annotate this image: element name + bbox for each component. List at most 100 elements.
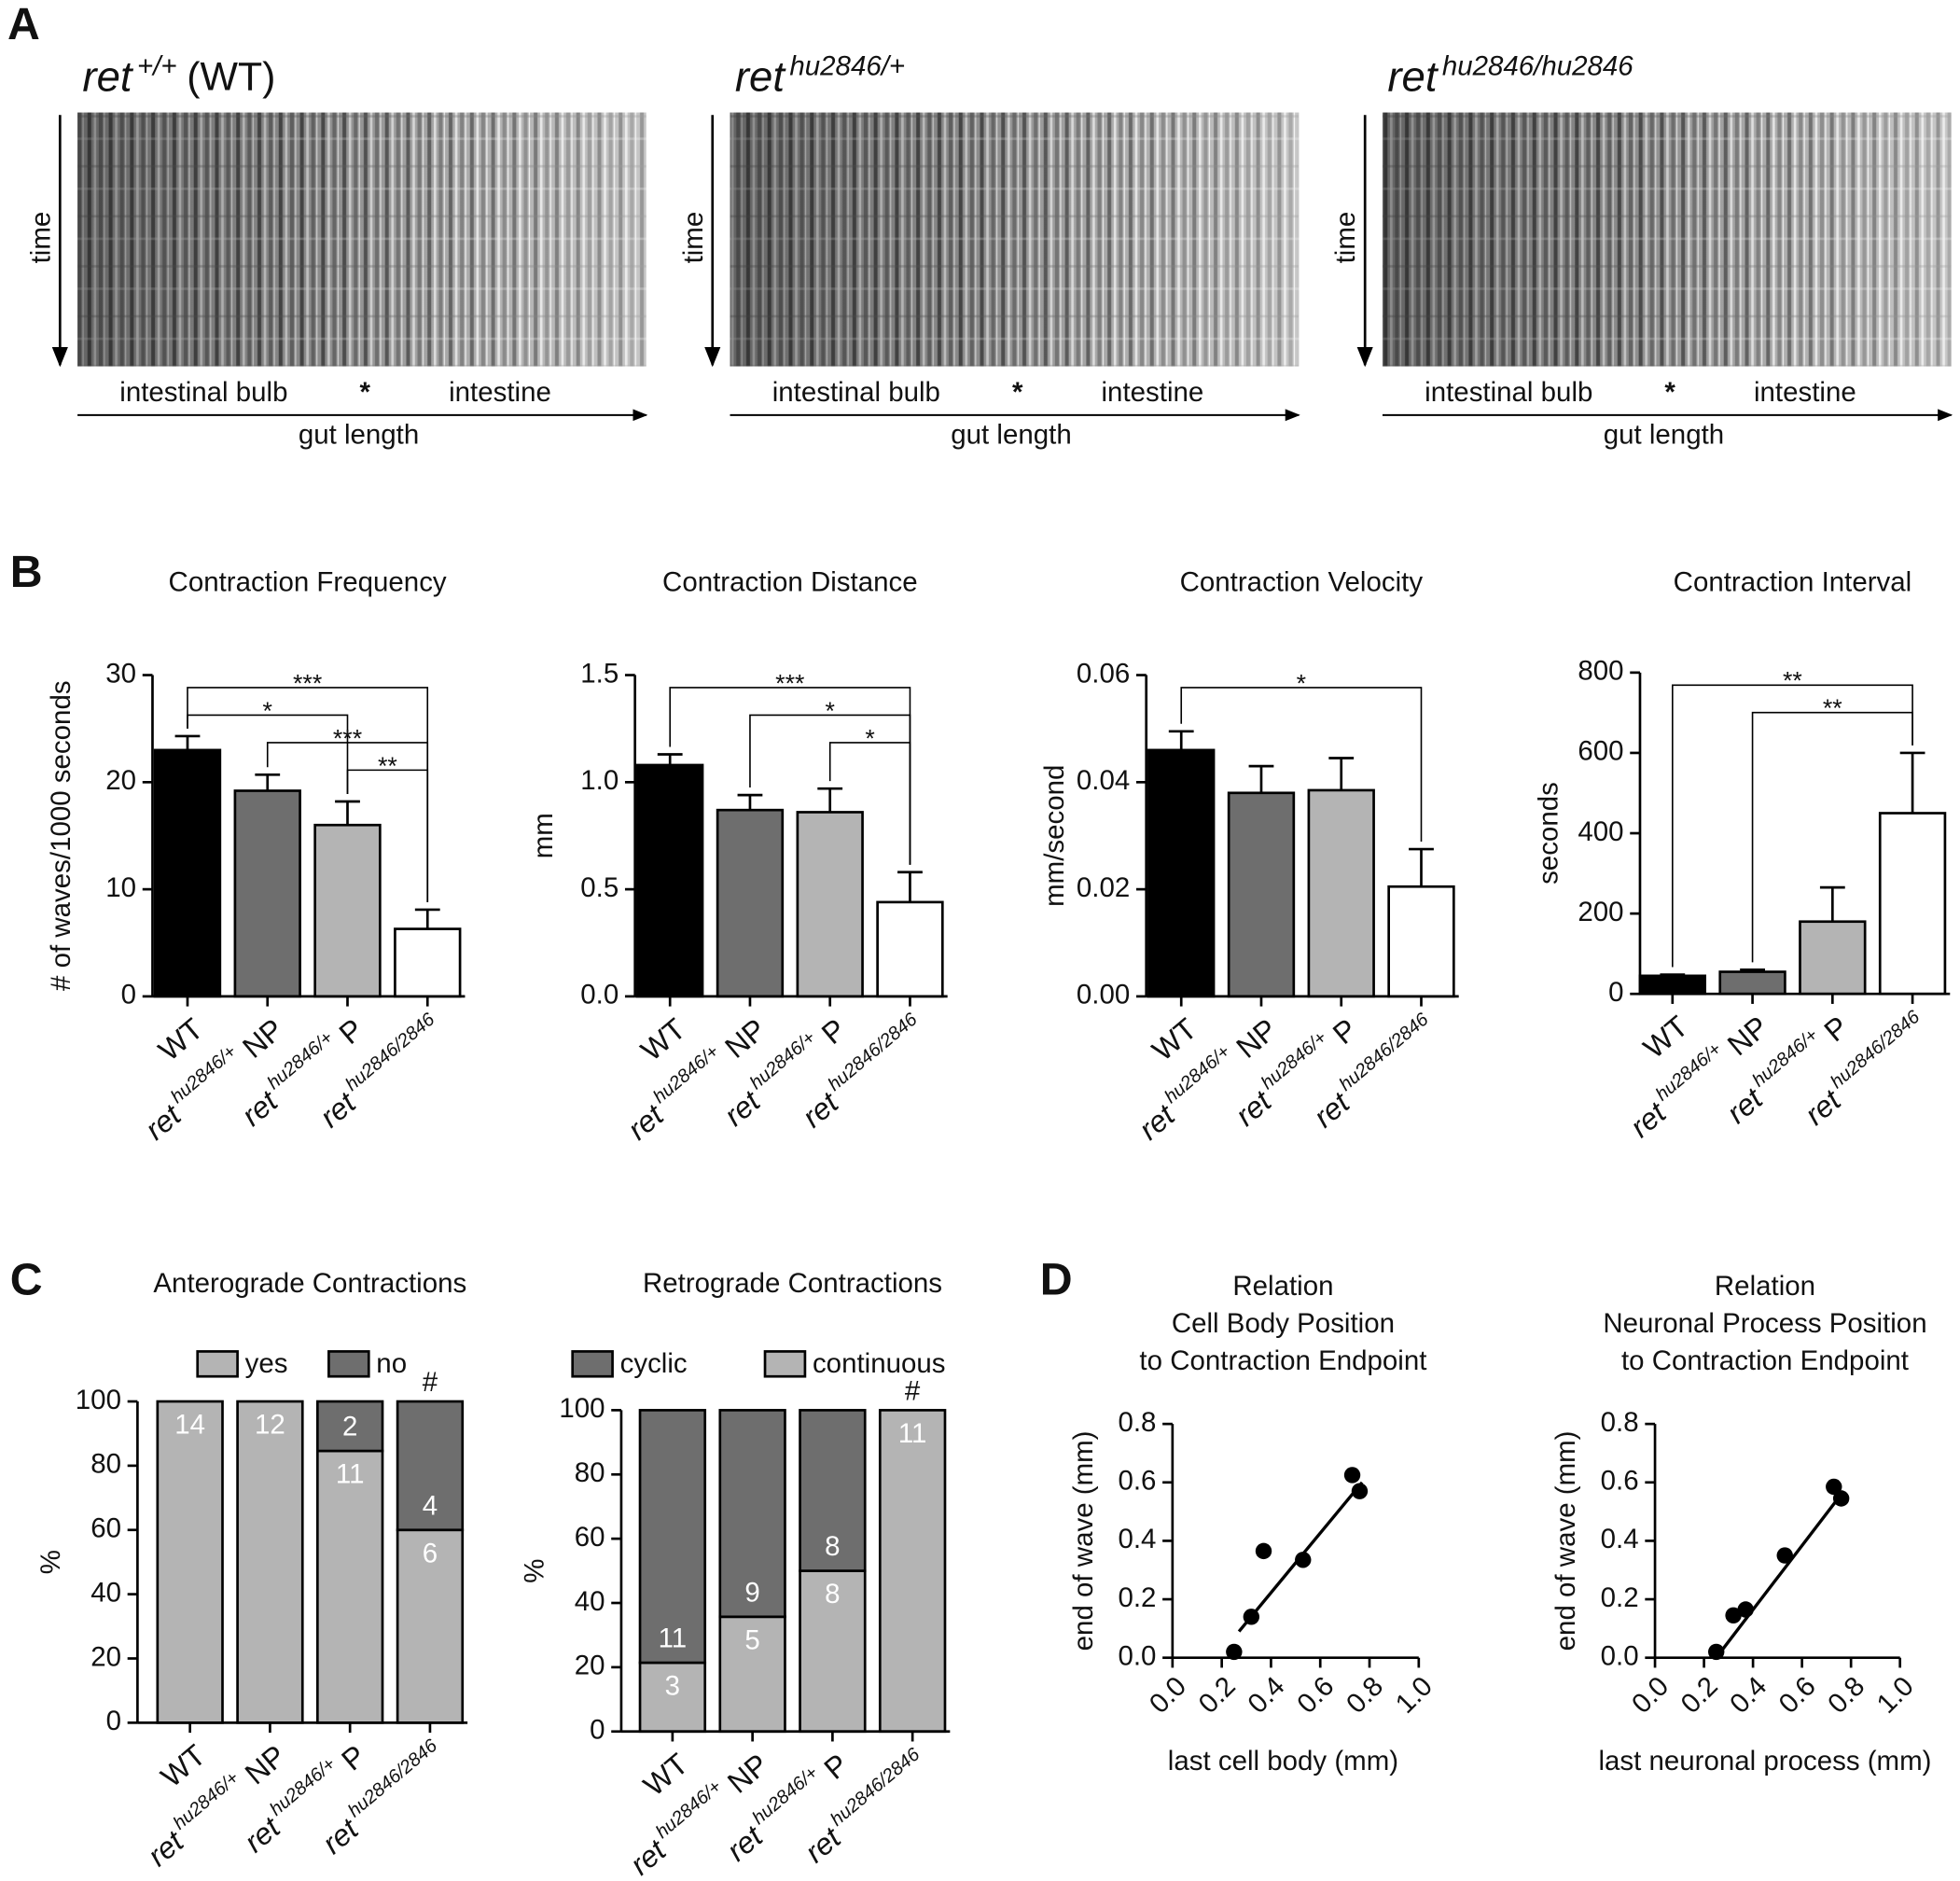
region-label: intestine	[1754, 377, 1856, 408]
y-tick-label: 0.8	[1601, 1407, 1639, 1438]
region-label: intestine	[1102, 377, 1204, 408]
point	[1343, 1467, 1361, 1484]
significance-label: *	[825, 697, 834, 725]
y-axis-label: %	[520, 1558, 550, 1582]
bar-segment	[316, 1449, 384, 1724]
x-tick-label: 0.6	[1291, 1671, 1340, 1720]
y-tick-label: 1.0	[580, 765, 619, 796]
bar	[876, 900, 944, 998]
y-tick-label: 40	[90, 1577, 121, 1608]
point	[1708, 1643, 1725, 1661]
y-tick-label: 0.06	[1077, 658, 1130, 689]
gene: ret	[82, 53, 133, 101]
y-tick-label: 60	[90, 1513, 121, 1544]
kymograph-title: ret hu2846/+	[735, 50, 905, 101]
x-axis-label: last cell body (mm)	[1168, 1746, 1398, 1776]
significance-bracket	[346, 769, 429, 902]
chart-title: Contraction Distance	[662, 567, 918, 598]
bar-segment	[718, 1615, 786, 1734]
bar	[636, 763, 704, 998]
y-tick-label: 0.4	[1601, 1524, 1639, 1554]
region-label: intestinal bulb	[772, 377, 940, 408]
y-axis-label: mm	[528, 813, 559, 858]
chart-title: Contraction Velocity	[1180, 567, 1424, 598]
x-tick-label: WT	[634, 1011, 691, 1067]
y-tick-label: 0.0	[1601, 1640, 1639, 1671]
y-tick-label: 60	[575, 1522, 605, 1553]
point	[1243, 1609, 1260, 1625]
fit-line	[1715, 1490, 1845, 1659]
y-tick-label: 20	[575, 1651, 605, 1681]
y-tick-label: 100	[559, 1393, 605, 1424]
significance-bracket	[669, 687, 911, 865]
count-label: 8	[825, 1579, 840, 1609]
bar	[153, 748, 222, 998]
y-tick-label: 0	[1608, 977, 1623, 1008]
count-label: 6	[423, 1538, 438, 1568]
y-tick-label: 600	[1578, 736, 1623, 767]
panel-letter: C	[10, 1254, 43, 1304]
y-tick-label: 0	[121, 980, 136, 1010]
significance-label: ***	[293, 669, 322, 697]
chart-title: Relation	[1232, 1271, 1333, 1302]
count-label: 11	[659, 1623, 688, 1654]
significance-bracket	[187, 714, 349, 794]
y-tick-label: 0.02	[1077, 872, 1130, 903]
x-axis-label: gut length	[1604, 419, 1724, 450]
gene: ret	[1387, 53, 1439, 101]
significance-label: **	[1823, 694, 1842, 722]
x-axis-label: gut length	[951, 419, 1071, 450]
y-tick-label: 100	[76, 1385, 121, 1415]
bar-segment	[718, 1409, 786, 1619]
y-tick-label: 0	[590, 1715, 605, 1746]
y-tick-label: 10	[105, 872, 136, 903]
significance-label: *	[1297, 669, 1306, 697]
significance-bracket	[1751, 711, 1913, 963]
significance-bracket	[187, 687, 429, 902]
y-axis-label: seconds	[1533, 782, 1564, 885]
bar	[1878, 812, 1947, 996]
point	[1725, 1607, 1742, 1623]
count-label: 9	[744, 1577, 759, 1608]
bar	[1307, 788, 1375, 998]
bar	[1718, 970, 1786, 996]
y-axis-label: time	[1330, 212, 1361, 264]
point	[1832, 1490, 1850, 1507]
chart-title: Cell Body Position	[1172, 1308, 1395, 1339]
y-tick-label: 0.6	[1601, 1466, 1639, 1497]
point	[1737, 1601, 1754, 1618]
x-tick-label: 0.8	[1822, 1671, 1870, 1720]
y-tick-label: 80	[575, 1457, 605, 1488]
y-tick-label: 0.2	[1601, 1582, 1639, 1613]
count-label: 3	[665, 1671, 680, 1702]
y-tick-label: 0.04	[1077, 765, 1130, 796]
annotation: #	[423, 1367, 438, 1398]
significance-bracket	[1672, 684, 1913, 968]
y-axis-label: mm/second	[1039, 765, 1070, 907]
count-label: 12	[255, 1410, 285, 1441]
x-axis-label: last neuronal process (mm)	[1598, 1746, 1931, 1776]
bar-segment	[396, 1400, 465, 1532]
y-tick-label: 0.0	[1118, 1640, 1156, 1671]
significance-label: **	[378, 752, 397, 780]
chart-title: Neuronal Process Position	[1603, 1308, 1926, 1339]
point	[1776, 1547, 1793, 1564]
y-tick-label: 0.6	[1118, 1466, 1156, 1497]
significance-label: ***	[333, 724, 362, 752]
y-tick-label: 20	[105, 765, 136, 796]
legend-label: continuous	[813, 1348, 946, 1379]
y-tick-label: 0.4	[1118, 1524, 1156, 1554]
x-axis-label: gut length	[299, 419, 419, 450]
point	[1226, 1643, 1243, 1661]
y-axis-label: # of waves/1000 seconds	[46, 680, 76, 991]
x-tick-label: 1.0	[1871, 1671, 1920, 1720]
region-label: *	[1664, 377, 1675, 408]
genotype: hu2846/hu2846	[1442, 50, 1633, 81]
chart-title: Retrograde Contractions	[643, 1268, 942, 1299]
bar	[1387, 885, 1455, 998]
y-tick-label: 0.2	[1118, 1582, 1156, 1613]
x-tick-label: 0.0	[1626, 1671, 1675, 1720]
y-axis-label: end of wave (mm)	[1550, 1431, 1581, 1651]
x-tick-label: 0.2	[1675, 1671, 1723, 1720]
